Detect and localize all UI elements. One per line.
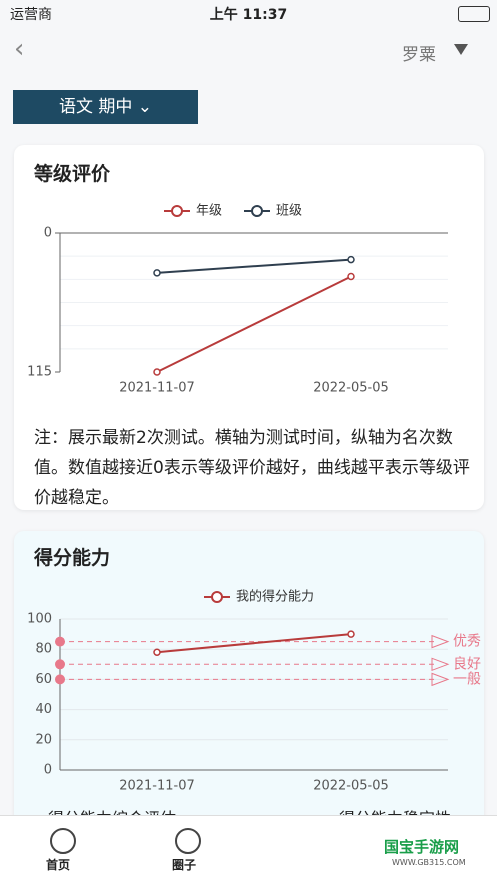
chart-note: 注：展示最新2次测试。横轴为测试时间，纵轴为名次数值。数值越接近0表示等级评价越… <box>34 428 470 508</box>
legend-marker <box>211 591 223 603</box>
y-tick-label: 40 <box>35 702 52 717</box>
battery <box>458 6 490 22</box>
data-point <box>347 630 355 638</box>
watermark-name: 国宝手游网 <box>384 838 460 856</box>
user-name[interactable]: 罗粟 <box>402 45 436 65</box>
reference-label: 一般 <box>453 671 481 687</box>
y-tick-label: 100 <box>27 612 52 627</box>
legend-label: 年级 <box>196 204 222 219</box>
card-title: 得分能力 <box>34 547 111 569</box>
tab-bar: 首页 圈子 国宝手游网 WWW.GB315.COM <box>0 815 497 884</box>
legend-label: 我的得分能力 <box>236 589 314 605</box>
tab-label[interactable]: 圈子 <box>172 858 197 872</box>
data-point <box>347 255 355 264</box>
circle-icon[interactable] <box>175 828 201 854</box>
legend-marker <box>251 205 263 217</box>
y-tick-label: 60 <box>35 672 52 687</box>
reference-arrow <box>431 634 450 649</box>
filter-label: 语文 期中 <box>58 97 133 117</box>
clock: 上午 11:37 <box>209 7 288 23</box>
y-tick-label: 80 <box>35 642 52 657</box>
data-point <box>153 368 161 376</box>
y-tick-label: 20 <box>35 732 52 747</box>
watermark-url: WWW.GB315.COM <box>392 858 466 867</box>
y-tick-label: 115 <box>27 365 52 380</box>
user-dropdown[interactable] <box>454 44 468 55</box>
legend-label: 班级 <box>276 204 302 219</box>
data-point <box>153 648 161 656</box>
reference-label: 优秀 <box>453 634 481 650</box>
x-tick-label: 2022-05-05 <box>313 381 389 396</box>
data-point <box>153 269 161 277</box>
y-tick-label: 0 <box>44 226 52 241</box>
x-tick-label: 2021-11-07 <box>119 779 195 794</box>
data-point <box>347 272 355 281</box>
x-tick-label: 2021-11-07 <box>119 381 195 396</box>
tab-label[interactable]: 首页 <box>46 858 71 872</box>
card-title: 等级评价 <box>34 163 111 185</box>
series-line <box>156 275 352 373</box>
exam-filter[interactable]: 语文 期中 ⌄ <box>13 90 198 124</box>
series-line <box>156 258 352 274</box>
series-line <box>156 633 352 654</box>
home-icon[interactable] <box>50 828 76 854</box>
carrier: 运营商 <box>10 7 52 23</box>
legend-marker <box>171 205 183 217</box>
reference-label: 良好 <box>453 656 481 672</box>
x-tick-label: 2022-05-05 <box>313 779 389 794</box>
reference-arrow <box>431 672 450 687</box>
back-button[interactable]: ‹ <box>14 34 25 64</box>
reference-arrow <box>431 657 450 672</box>
y-tick-label: 0 <box>44 763 52 778</box>
